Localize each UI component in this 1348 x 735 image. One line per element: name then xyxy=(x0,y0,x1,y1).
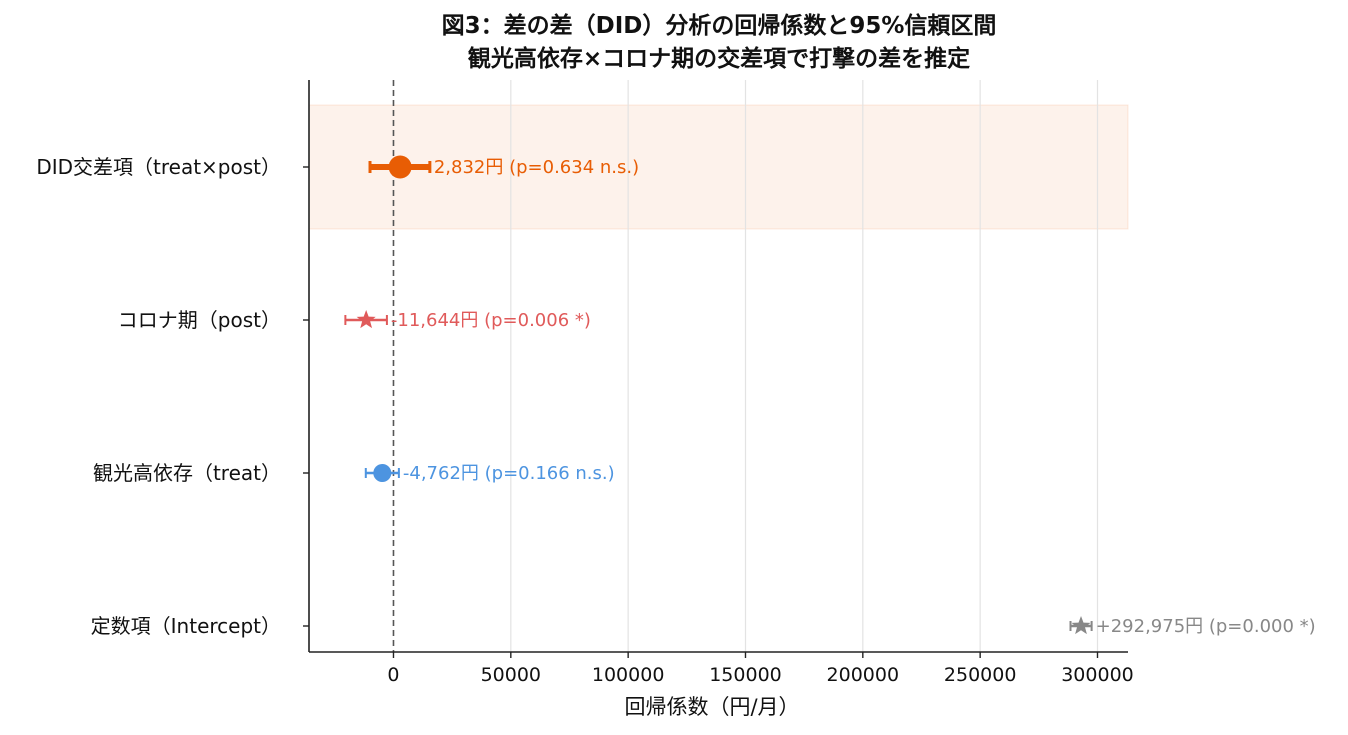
chart-subtitle: 観光高依存×コロナ期の交差項で打撃の差を推定 xyxy=(468,45,970,72)
coef-data-label: -4,762円 (p=0.166 n.s.) xyxy=(403,463,615,484)
marks-layer: 2,832円 (p=0.634 n.s.) -11,644円 (p=0.006 *… xyxy=(344,155,1316,637)
y-tick-layer: DID交差項（treat×post） コロナ期（post） 観光高依存（treat）… xyxy=(36,155,309,638)
coef-data-label: +292,975円 (p=0.000 *) xyxy=(1096,616,1316,637)
x-axis-label: 回帰係数（円/月） xyxy=(624,695,799,719)
y-category-label: 観光高依存（treat） xyxy=(93,461,281,485)
y-category-label: コロナ期（post） xyxy=(118,308,281,332)
x-tick-label: 50000 xyxy=(481,664,541,686)
coef-marker-circle xyxy=(373,464,392,482)
y-category-label: DID交差項（treat×post） xyxy=(36,155,281,179)
coef-marker-circle xyxy=(388,155,412,179)
grid-layer xyxy=(510,80,1099,652)
y-category-label: 定数項（Intercept） xyxy=(91,614,281,638)
coef-marker-star xyxy=(356,310,376,329)
highlight-band xyxy=(308,104,1129,230)
x-tick-label: 300000 xyxy=(1061,664,1134,686)
x-tick-label: 200000 xyxy=(827,664,900,686)
x-tick-label: 0 xyxy=(387,664,399,686)
highlight-layer xyxy=(308,104,1129,230)
x-tick-layer: 0 50000 100000 150000 200000 250000 300000 xyxy=(387,652,1134,686)
coef-data-label: -11,644円 (p=0.006 *) xyxy=(391,310,591,331)
chart-title: 図3：差の差（DID）分析の回帰係数と95%信頼区間 xyxy=(442,12,997,39)
axes-layer xyxy=(308,80,1128,653)
x-tick-label: 150000 xyxy=(709,664,782,686)
x-tick-label: 100000 xyxy=(592,664,665,686)
x-tick-label: 250000 xyxy=(944,664,1017,686)
coef-marker-star xyxy=(1071,616,1091,635)
coef-data-label: 2,832円 (p=0.634 n.s.) xyxy=(434,157,639,178)
